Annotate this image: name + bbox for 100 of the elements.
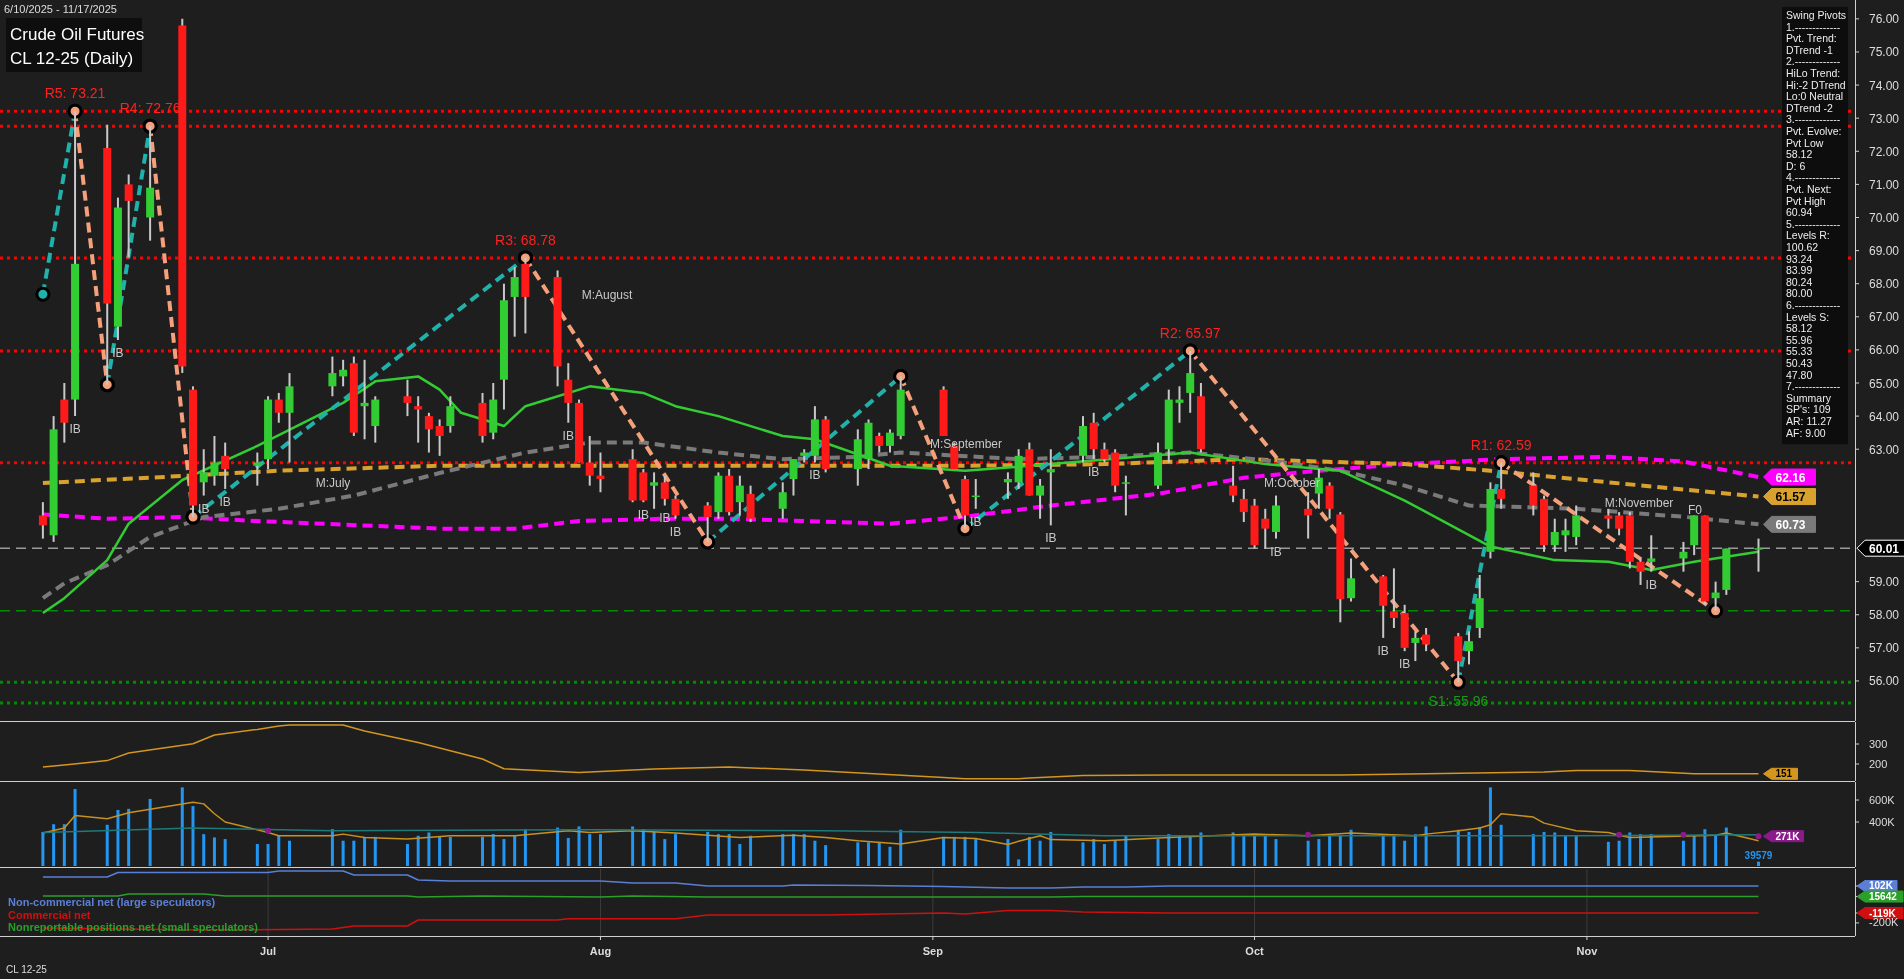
x-tick-label: Jul — [260, 945, 277, 957]
y-tick-label: 59.00 — [1869, 575, 1900, 590]
y-tick-label: 69.00 — [1869, 244, 1900, 259]
bar — [588, 834, 592, 867]
bar — [1263, 835, 1267, 867]
bar — [1724, 827, 1728, 867]
bar — [1274, 839, 1278, 867]
bar — [1413, 834, 1417, 867]
y-tick-label: 600K — [1869, 793, 1896, 806]
bar — [73, 789, 77, 867]
bar — [1328, 835, 1332, 867]
bar — [1703, 829, 1707, 867]
candlestick — [1604, 507, 1613, 530]
candlestick — [778, 481, 787, 520]
y-tick-label: 66.00 — [1869, 343, 1900, 358]
bar — [288, 840, 292, 867]
bar — [405, 844, 409, 867]
annotation: R3: 68.78 — [495, 231, 556, 248]
bar — [802, 834, 806, 867]
label-tag: 60.01 — [1856, 539, 1904, 557]
bar — [266, 844, 270, 867]
annotation: IB — [219, 494, 231, 509]
bar — [1714, 835, 1718, 867]
bar — [899, 829, 903, 867]
bar — [438, 836, 442, 867]
bar — [888, 846, 892, 867]
annotation: R1: 62.59 — [1470, 436, 1532, 453]
bar — [942, 836, 946, 867]
candlestick — [1679, 540, 1688, 573]
bar — [523, 829, 527, 867]
candlestick — [1046, 448, 1055, 527]
candlestick — [671, 494, 680, 520]
bar — [1156, 839, 1160, 867]
bar — [1338, 835, 1342, 867]
text: Non-commercial net (large speculators) — [8, 896, 216, 908]
candlestick — [1003, 471, 1012, 500]
label-tag: 62.16 — [1763, 468, 1816, 486]
bar — [1092, 839, 1096, 867]
bar — [1231, 832, 1235, 867]
bar — [341, 840, 345, 867]
line-series — [40, 457, 1761, 499]
bar — [738, 844, 742, 867]
bar — [598, 834, 602, 867]
bar — [1392, 835, 1396, 867]
data-label: 60.73 — [1775, 517, 1806, 532]
bar — [1113, 840, 1117, 867]
candlestick — [1186, 349, 1195, 414]
y-tick-label: 400K — [1869, 815, 1896, 828]
y-tick-label: 64.00 — [1869, 409, 1900, 424]
candlestick — [650, 471, 659, 510]
candlestick — [424, 411, 433, 454]
annotation: IB — [659, 511, 671, 526]
y-tick-label: 102K — [1869, 880, 1894, 892]
bar — [277, 835, 281, 867]
bar — [105, 824, 109, 867]
bar — [974, 839, 978, 867]
bar — [856, 842, 860, 867]
bar — [363, 836, 367, 867]
bar — [513, 835, 517, 867]
bar — [963, 836, 967, 867]
bar — [1403, 840, 1407, 867]
bar — [1317, 839, 1321, 867]
bar — [1617, 840, 1621, 867]
bar — [1499, 824, 1503, 867]
candlestick — [1389, 567, 1398, 629]
candlestick — [585, 434, 594, 487]
y-tick-label: 15642 — [1869, 891, 1898, 903]
bar — [813, 840, 817, 867]
candlestick — [1422, 626, 1431, 653]
bar — [1306, 840, 1310, 867]
annotation: IB — [809, 468, 821, 483]
candlestick — [1615, 511, 1624, 537]
label-tag: -119K — [1856, 907, 1904, 919]
data-label: 151 — [1775, 768, 1793, 780]
candlestick — [660, 474, 669, 507]
candlestick — [1325, 481, 1334, 520]
annotation: IB — [69, 422, 81, 437]
bar — [1081, 842, 1085, 867]
text: CL 12-25 (Daily) — [10, 49, 134, 68]
annotation: IB — [1398, 657, 1411, 672]
candlestick — [1561, 517, 1570, 553]
y-tick-label: 76.00 — [1869, 12, 1900, 27]
y-tick-label: 65.00 — [1869, 376, 1900, 391]
bar — [180, 787, 184, 867]
bar — [116, 809, 120, 867]
candlestick — [414, 395, 423, 444]
bar — [1017, 859, 1021, 867]
bar — [1681, 840, 1685, 867]
bar — [1424, 826, 1428, 867]
y-tick-label: 67.00 — [1869, 310, 1900, 325]
candlestick — [1100, 441, 1109, 464]
candlestick — [1347, 557, 1356, 603]
bar — [1177, 835, 1181, 867]
bar — [1478, 826, 1482, 867]
bar — [148, 798, 152, 867]
bar — [41, 831, 45, 867]
annotation: IB — [669, 524, 682, 539]
bar — [481, 836, 485, 867]
annotation: IB — [1088, 465, 1100, 480]
bar — [502, 839, 506, 867]
